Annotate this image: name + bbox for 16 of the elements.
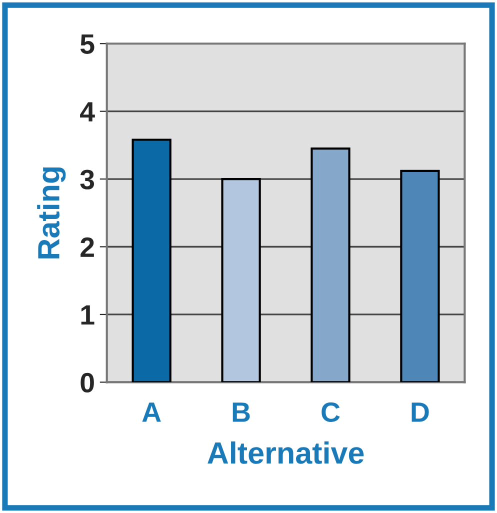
y-tick-label: 3 bbox=[80, 170, 94, 190]
x-axis-title: Alternative bbox=[208, 441, 364, 464]
bar bbox=[132, 138, 172, 382]
y-tick-label: 5 bbox=[80, 34, 94, 54]
y-axis-title: Rating bbox=[37, 167, 66, 258]
y-tick-label: 1 bbox=[81, 305, 94, 325]
x-tick-label: D bbox=[412, 402, 429, 422]
y-tick-label: 0 bbox=[80, 372, 94, 393]
x-tick-label: B bbox=[232, 402, 250, 422]
x-tick-label: A bbox=[142, 402, 161, 422]
bar bbox=[221, 178, 261, 382]
x-tick-label: C bbox=[322, 402, 340, 422]
bar bbox=[400, 170, 440, 382]
y-tick-label: 2 bbox=[80, 237, 94, 257]
y-tick-label: 4 bbox=[80, 102, 95, 122]
bar bbox=[310, 148, 350, 382]
